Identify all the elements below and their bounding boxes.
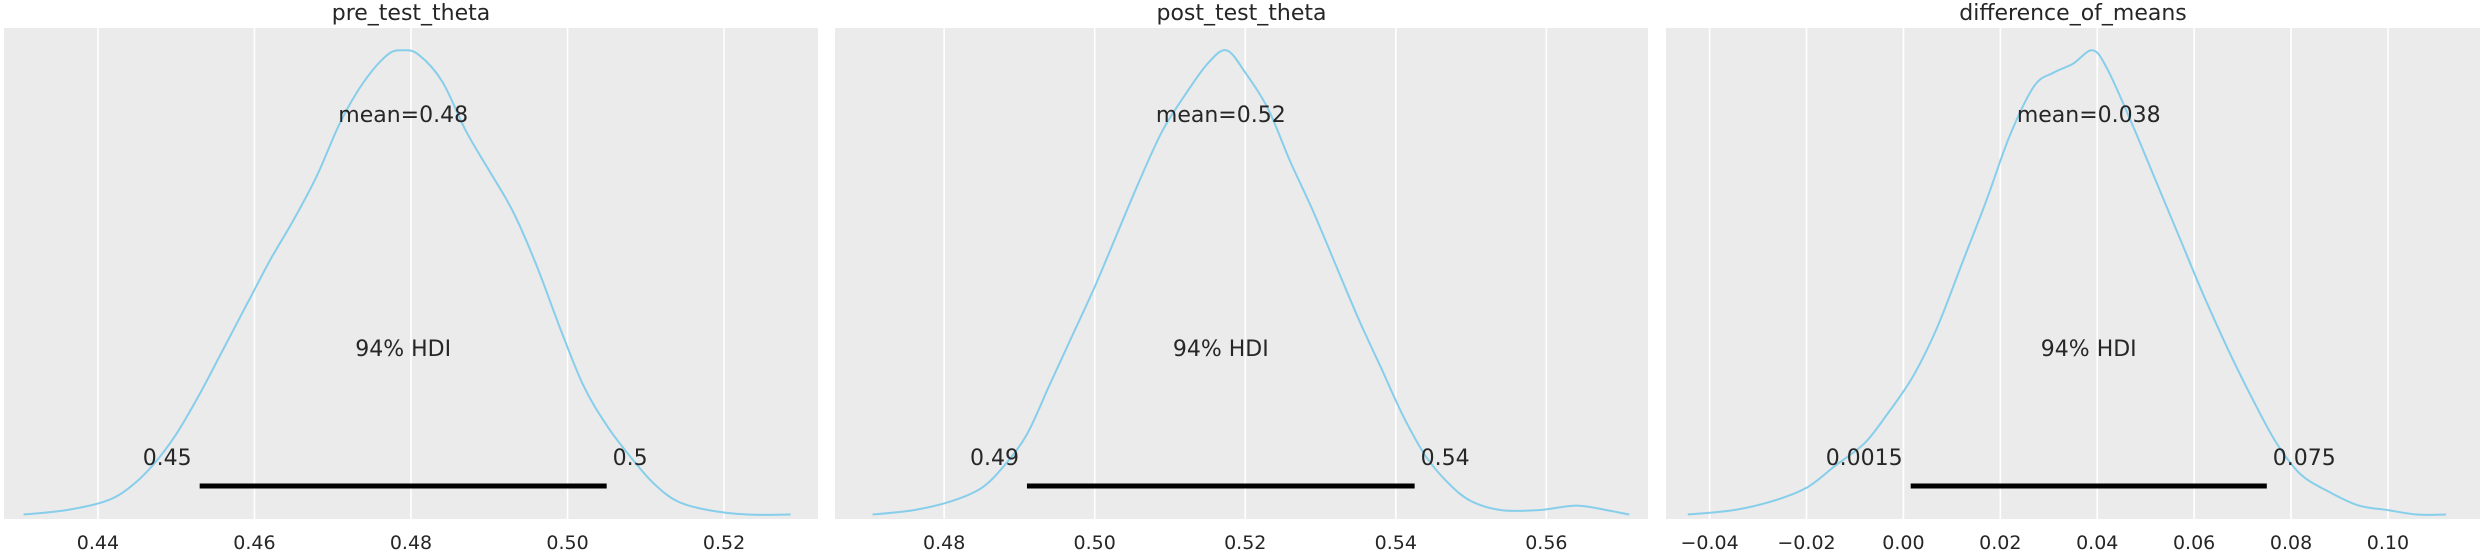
density-curve: [23, 49, 791, 516]
panel-2: 0.48 0.50 0.52 0.54 0.56 post_test_theta mean=…: [835, 1, 1648, 552]
hdi-upper-label: 0.54: [1421, 446, 1470, 471]
density-curve: [1687, 49, 2447, 516]
x-tick-label: 0.50: [1074, 532, 1116, 552]
x-tick-label: 0.06: [2173, 532, 2215, 552]
panel-title: post_test_theta: [1157, 1, 1327, 26]
x-tick-label: 0.00: [1882, 532, 1924, 552]
mean-label: mean=0.038: [2017, 103, 2161, 128]
x-tick-label: 0.54: [1375, 532, 1417, 552]
hdi-upper-label: 0.075: [2273, 446, 2336, 471]
hdi-upper-label: 0.5: [613, 446, 648, 471]
hdi-label: 94% HDI: [2041, 337, 2137, 362]
plot-background: [1666, 28, 2480, 519]
panel-1: 0.44 0.46 0.48 0.50 0.52 pre_test_theta mean=0…: [4, 1, 818, 552]
x-tick-label: 0.44: [77, 532, 119, 552]
x-tick-label: 0.56: [1525, 532, 1567, 552]
density-curve: [872, 49, 1630, 516]
panel-title: difference_of_means: [1959, 1, 2187, 26]
x-tick-label: −0.02: [1777, 532, 1835, 552]
hdi-label: 94% HDI: [1173, 337, 1269, 362]
panel-3: −0.04 −0.02 0.00 0.02 0.04 0.06 0.08 0.10 differ…: [1666, 1, 2480, 552]
hdi-lower-label: 0.0015: [1826, 446, 1903, 471]
hdi-label: 94% HDI: [355, 337, 451, 362]
x-tick-label: 0.10: [2367, 532, 2409, 552]
x-tick-label: 0.48: [923, 532, 965, 552]
x-tick-label: 0.08: [2270, 532, 2312, 552]
x-tick-label: 0.52: [1224, 532, 1266, 552]
hdi-lower-label: 0.49: [970, 446, 1019, 471]
mean-label: mean=0.48: [338, 103, 468, 128]
x-tick-label: 0.48: [390, 532, 432, 552]
x-tick-label: 0.52: [703, 532, 745, 552]
x-tick-label: −0.04: [1680, 532, 1738, 552]
x-tick-label: 0.50: [546, 532, 588, 552]
hdi-lower-label: 0.45: [143, 446, 192, 471]
x-tick-label: 0.02: [1979, 532, 2021, 552]
plot-background: [835, 28, 1648, 519]
panel-title: pre_test_theta: [332, 1, 491, 26]
mean-label: mean=0.52: [1156, 103, 1286, 128]
x-tick-label: 0.04: [2076, 532, 2118, 552]
x-tick-label: 0.46: [233, 532, 275, 552]
